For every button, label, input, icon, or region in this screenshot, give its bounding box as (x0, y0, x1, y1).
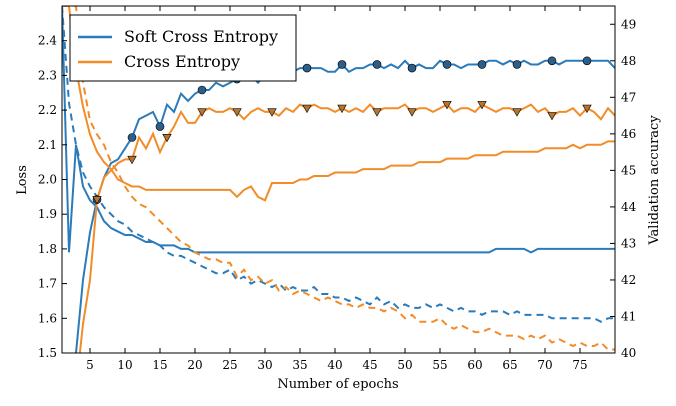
x-axis-title: Number of epochs (277, 377, 398, 392)
x-tick-label: 15 (152, 358, 167, 372)
y-left-tick-label: 2.0 (38, 173, 57, 187)
ce-accuracy-marker (197, 108, 207, 117)
x-tick-label: 65 (502, 358, 517, 372)
soft-accuracy-marker (442, 60, 452, 69)
x-tick-label: 40 (327, 358, 342, 372)
series-layer (62, 6, 615, 353)
y-right-tick-label: 48 (621, 54, 636, 68)
ce-accuracy-marker (442, 101, 452, 110)
soft-accuracy-marker (127, 133, 137, 142)
ce-accuracy-marker (92, 196, 102, 205)
ce-accuracy-marker (582, 104, 592, 114)
soft-accuracy-marker (477, 60, 487, 69)
ce-accuracy-marker (127, 155, 137, 165)
y-right-tick-label: 40 (621, 346, 636, 360)
ce-accuracy-marker (232, 108, 242, 117)
y-left-tick-label: 2.3 (38, 68, 57, 82)
legend: Soft Cross Entropy Cross Entropy (69, 14, 297, 82)
ce-accuracy-marker (512, 108, 522, 117)
ce-training-loss-line (62, 6, 615, 202)
soft-validation-loss-line (62, 6, 615, 323)
x-tick-label: 70 (537, 358, 552, 372)
soft-accuracy-marker (547, 56, 557, 66)
x-tick-label: 55 (432, 358, 447, 372)
legend-ce-label: Cross Entropy (124, 52, 240, 71)
y-left-tick-label: 1.5 (38, 346, 57, 360)
y-right-tick-label: 44 (621, 200, 637, 214)
y-axis-left-title: Loss (15, 165, 30, 195)
x-tick-label: 10 (117, 358, 132, 372)
y-left-tick-label: 1.9 (38, 207, 57, 221)
x-tick-label: 20 (187, 358, 202, 372)
y-right-tick-label: 47 (621, 90, 636, 104)
x-tick-label: 45 (362, 358, 377, 372)
y-right-tick-label: 49 (621, 17, 636, 31)
ce-accuracy-marker (407, 108, 417, 117)
ce-accuracy-marker (267, 108, 277, 117)
soft-accuracy-marker (155, 122, 165, 131)
soft-accuracy-marker (337, 60, 347, 69)
x-tick-label: 5 (86, 358, 94, 372)
soft-training-loss-line (62, 6, 615, 254)
ce-accuracy-marker (372, 108, 382, 117)
soft-accuracy-marker (407, 63, 417, 73)
ce-accuracy-marker (477, 101, 487, 110)
x-tick-label: 35 (292, 358, 307, 372)
y-left-tick-label: 1.8 (38, 242, 57, 256)
y-right-tick-label: 45 (621, 163, 636, 177)
ce-accuracy-marker (162, 133, 172, 143)
soft-accuracy-marker (372, 60, 382, 69)
axis-layer: 5 10 15 20 25 30 35 40 45 50 55 60 65 70 75 1.5 1.6 1.7 1.… (38, 6, 637, 372)
y-right-tick-label: 43 (621, 236, 636, 250)
x-tick-label: 50 (397, 358, 412, 372)
y-right-tick-label: 41 (621, 309, 636, 323)
y-left-tick-label: 2.1 (38, 138, 57, 152)
x-tick-label: 30 (257, 358, 272, 372)
soft-accuracy-marker (582, 56, 592, 66)
ce-accuracy-marker (337, 104, 347, 114)
x-tick-label: 75 (572, 358, 587, 372)
ce-accuracy-marker (547, 112, 557, 121)
legend-box (69, 14, 297, 82)
y-left-tick-label: 2.4 (38, 34, 57, 48)
y-left-tick-label: 1.7 (38, 277, 57, 291)
soft-accuracy-marker (512, 60, 522, 69)
soft-accuracy-marker (197, 85, 207, 95)
y-left-tick-label: 1.6 (38, 311, 57, 325)
ce-validation-loss-line (62, 6, 615, 351)
soft-validation-accuracy-line (74, 59, 615, 353)
soft-accuracy-marker (302, 63, 312, 73)
ce-validation-accuracy-line (78, 103, 615, 353)
legend-soft-label: Soft Cross Entropy (124, 27, 278, 46)
y-axis-right-title: Validation accuracy (647, 115, 662, 246)
x-tick-label: 60 (467, 358, 482, 372)
x-tick-label: 25 (222, 358, 237, 372)
y-right-tick-label: 42 (621, 273, 636, 287)
ce-accuracy-marker (302, 104, 312, 114)
y-left-tick-label: 2.2 (38, 103, 57, 117)
y-right-tick-label: 46 (621, 127, 636, 141)
